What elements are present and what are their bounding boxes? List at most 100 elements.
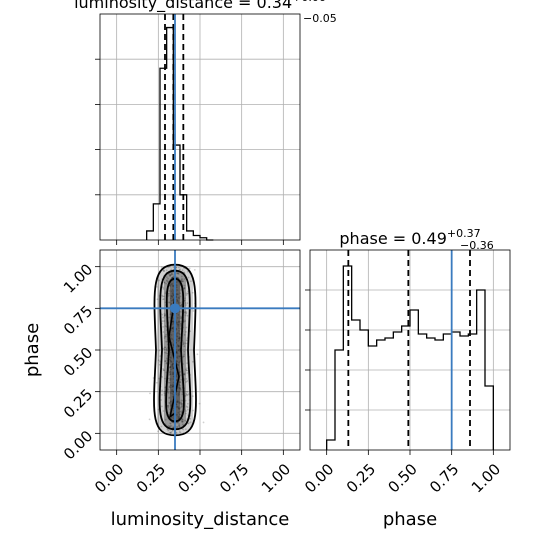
corner-2d-ytick-label-2: 0.50 [60, 344, 96, 380]
sample-point [175, 431, 178, 434]
sample-point [169, 373, 172, 376]
sample-point [148, 418, 151, 421]
sample-point [165, 282, 167, 285]
sample-point [185, 369, 188, 372]
sample-point [169, 384, 172, 387]
sample-point [178, 355, 181, 357]
sample-point [163, 394, 166, 397]
sample-point [162, 269, 165, 272]
sample-point [165, 357, 168, 360]
sample-point [185, 304, 187, 306]
sample-point [168, 402, 171, 405]
corner-2d-ytick-label-3: 0.75 [60, 302, 96, 338]
sample-point [170, 337, 172, 340]
phase-hist-panel: phase = 0.49+0.37−0.36 0.00 0.25 0.50 0.75 1.… [301, 227, 510, 530]
sample-point [172, 284, 175, 287]
sample-point [191, 395, 194, 398]
distance-hist-panel-title-sup: +0.06 [292, 0, 326, 4]
sample-point [176, 289, 179, 292]
sample-point [164, 335, 167, 338]
sample-point [176, 376, 179, 378]
sample-point [183, 287, 186, 290]
sample-point [178, 337, 181, 340]
sample-point [167, 391, 170, 394]
sample-point [178, 423, 181, 425]
sample-point [167, 404, 169, 407]
sample-point [168, 397, 171, 400]
sample-point [180, 399, 183, 402]
sample-point [185, 339, 188, 342]
sample-point [182, 343, 185, 346]
sample-point [184, 342, 187, 345]
phase-hist-panel-frame [309, 249, 511, 451]
sample-point [168, 373, 171, 376]
sample-point [175, 284, 178, 287]
sample-point [185, 381, 188, 383]
sample-point [180, 378, 183, 381]
sample-point [176, 401, 179, 403]
sample-point [183, 372, 186, 375]
sample-point [169, 386, 172, 389]
sample-point [171, 273, 174, 276]
sample-point [176, 299, 179, 302]
sample-point [169, 356, 172, 359]
sample-point [171, 299, 174, 302]
sample-point [177, 266, 180, 269]
sample-point [175, 403, 178, 406]
sample-point [176, 316, 179, 319]
sample-point [171, 292, 174, 295]
corner-2d-ytick-label-1: 0.25 [60, 385, 96, 421]
sample-point [185, 326, 188, 329]
corner-2d-xtick-label-1: 0.25 [133, 460, 169, 496]
sample-point [179, 323, 182, 325]
sample-point [172, 346, 175, 349]
sample-point [186, 394, 189, 397]
sample-point [162, 286, 164, 289]
sample-point [178, 381, 181, 384]
sample-point [165, 349, 168, 352]
sample-point [178, 393, 180, 396]
sample-point [171, 392, 174, 395]
sample-point [171, 385, 174, 387]
sample-point [169, 431, 171, 434]
sample-point [172, 367, 175, 369]
sample-point [161, 393, 163, 396]
sample-point [161, 295, 164, 298]
sample-point [176, 293, 179, 296]
sample-point [177, 406, 179, 408]
sample-point [179, 384, 182, 387]
sample-point [163, 312, 166, 315]
sample-point [190, 280, 192, 283]
sample-point [180, 402, 183, 405]
sample-point [186, 369, 188, 372]
sample-point [179, 370, 182, 373]
sample-point [179, 413, 182, 416]
sample-point [169, 285, 172, 287]
sample-point [162, 288, 165, 290]
sample-point [168, 411, 171, 414]
sample-point [172, 385, 174, 388]
phase-hist-panel-title-main: phase = 0.49 [339, 229, 446, 248]
sample-point [179, 324, 182, 327]
sample-point [178, 416, 181, 418]
sample-point [164, 346, 167, 349]
sample-point [158, 349, 161, 352]
contour-core [168, 296, 180, 419]
sample-point [175, 339, 178, 342]
sample-point [177, 400, 180, 403]
sample-point [172, 373, 175, 376]
sample-point [178, 355, 181, 358]
sample-point [183, 299, 186, 302]
sample-point [169, 392, 172, 394]
sample-point [171, 355, 174, 357]
sample-point [179, 322, 182, 325]
distance-hist-panel: luminosity_distance = 0.34+0.06−0.05 [74, 0, 337, 245]
sample-point [163, 315, 166, 317]
sample-point [176, 298, 178, 301]
sample-point [172, 275, 175, 278]
sample-point [185, 312, 188, 315]
sample-point [185, 330, 187, 333]
sample-point [165, 352, 168, 355]
sample-point [175, 351, 178, 354]
